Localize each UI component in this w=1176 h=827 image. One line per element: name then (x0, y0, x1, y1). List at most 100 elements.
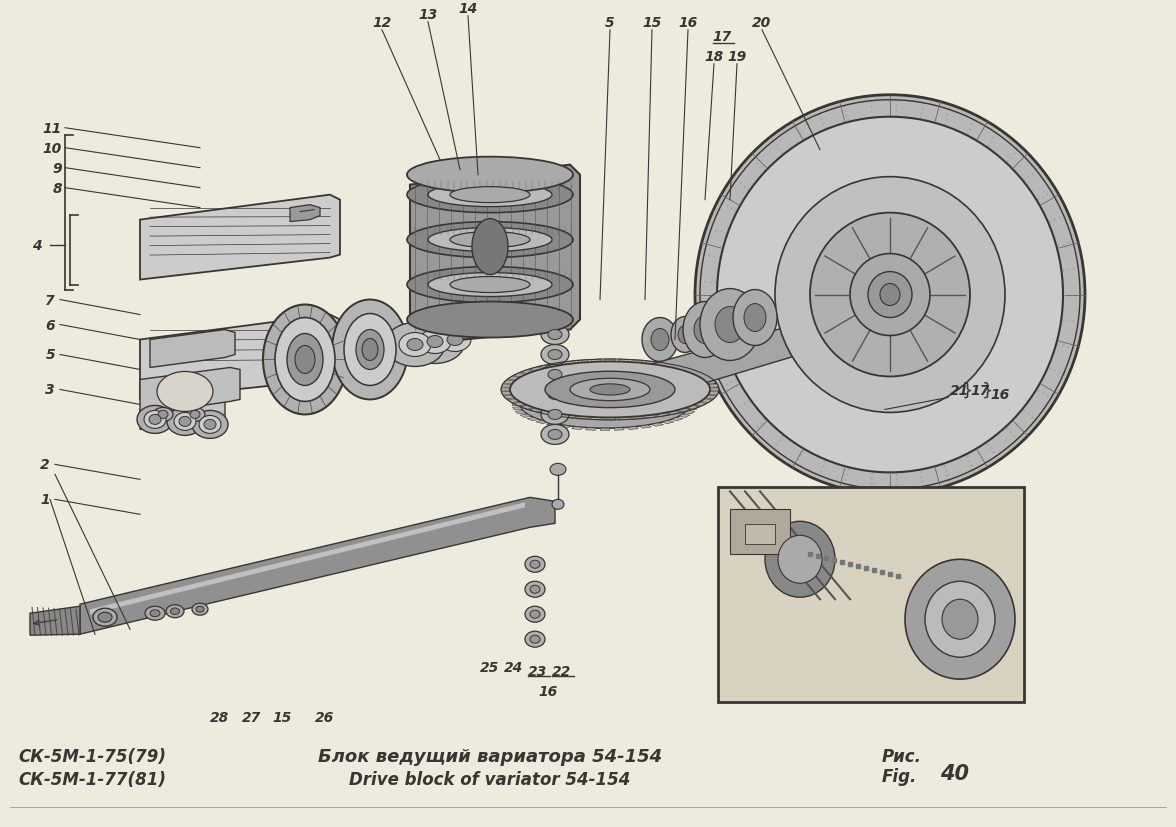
Text: 14: 14 (459, 2, 477, 16)
Polygon shape (513, 399, 522, 403)
Ellipse shape (191, 411, 200, 419)
Text: 20: 20 (753, 16, 771, 30)
Polygon shape (501, 389, 510, 391)
Ellipse shape (671, 317, 699, 353)
Ellipse shape (428, 273, 552, 297)
Text: Рис.: Рис. (882, 747, 922, 765)
Ellipse shape (700, 289, 760, 361)
Ellipse shape (548, 410, 562, 420)
Ellipse shape (524, 632, 544, 648)
Text: 15: 15 (273, 710, 292, 724)
Ellipse shape (544, 372, 675, 409)
Polygon shape (655, 363, 669, 366)
Ellipse shape (715, 307, 746, 343)
Polygon shape (627, 427, 639, 430)
Ellipse shape (868, 272, 913, 318)
Ellipse shape (158, 372, 213, 412)
Bar (746, 524, 775, 545)
Ellipse shape (98, 613, 112, 623)
Ellipse shape (652, 329, 669, 351)
Polygon shape (643, 361, 657, 365)
Polygon shape (501, 392, 512, 395)
Polygon shape (630, 417, 643, 420)
Text: 8: 8 (53, 181, 62, 195)
Polygon shape (708, 392, 719, 395)
Ellipse shape (524, 606, 544, 623)
Ellipse shape (472, 219, 508, 275)
Ellipse shape (385, 323, 445, 367)
Polygon shape (91, 503, 524, 614)
Ellipse shape (425, 318, 485, 362)
Ellipse shape (153, 408, 173, 422)
Polygon shape (140, 400, 225, 430)
Polygon shape (576, 417, 589, 420)
Ellipse shape (428, 184, 552, 208)
Ellipse shape (407, 267, 573, 304)
Ellipse shape (439, 328, 472, 352)
Ellipse shape (942, 600, 978, 639)
Bar (730, 509, 790, 555)
Ellipse shape (143, 411, 166, 429)
Polygon shape (600, 379, 610, 381)
Polygon shape (536, 421, 548, 424)
Polygon shape (684, 411, 695, 414)
Ellipse shape (93, 609, 116, 626)
Polygon shape (590, 418, 602, 420)
Ellipse shape (407, 157, 573, 194)
Polygon shape (667, 365, 681, 369)
Ellipse shape (345, 314, 396, 386)
Polygon shape (151, 330, 235, 368)
Text: 27: 27 (242, 710, 261, 724)
Polygon shape (617, 360, 630, 362)
Ellipse shape (203, 420, 216, 430)
Ellipse shape (541, 365, 569, 385)
Polygon shape (614, 428, 624, 431)
Ellipse shape (520, 381, 690, 428)
Polygon shape (586, 428, 596, 431)
Ellipse shape (694, 316, 716, 344)
Ellipse shape (524, 557, 544, 572)
Ellipse shape (548, 430, 562, 440)
Ellipse shape (295, 346, 315, 374)
Polygon shape (652, 383, 663, 386)
Text: 17: 17 (970, 384, 989, 398)
Ellipse shape (906, 560, 1015, 679)
Bar (719, 488, 1024, 702)
Polygon shape (550, 414, 564, 417)
Polygon shape (679, 392, 690, 395)
Ellipse shape (407, 302, 573, 338)
Polygon shape (410, 165, 580, 345)
Polygon shape (652, 423, 663, 427)
Ellipse shape (744, 304, 766, 332)
Ellipse shape (199, 416, 221, 434)
Polygon shape (527, 389, 539, 392)
Polygon shape (662, 421, 674, 424)
Ellipse shape (149, 415, 161, 425)
Text: 18: 18 (704, 50, 723, 64)
Text: 5: 5 (46, 348, 55, 362)
Polygon shape (512, 404, 520, 406)
Ellipse shape (552, 500, 564, 509)
Ellipse shape (332, 300, 408, 400)
Polygon shape (710, 389, 719, 391)
Polygon shape (690, 404, 697, 406)
Ellipse shape (530, 561, 540, 569)
Ellipse shape (192, 604, 208, 615)
Polygon shape (140, 368, 240, 415)
Ellipse shape (548, 350, 562, 360)
Polygon shape (694, 373, 707, 377)
Polygon shape (501, 385, 512, 388)
Polygon shape (662, 385, 674, 389)
Ellipse shape (530, 586, 540, 594)
Ellipse shape (733, 290, 777, 346)
Polygon shape (706, 380, 716, 385)
Polygon shape (513, 403, 526, 407)
Polygon shape (604, 360, 616, 362)
Text: 26: 26 (315, 710, 335, 724)
Ellipse shape (196, 606, 203, 613)
Polygon shape (627, 380, 639, 383)
Polygon shape (520, 392, 532, 395)
Ellipse shape (450, 188, 530, 203)
Text: 16: 16 (990, 388, 1009, 402)
Polygon shape (706, 396, 716, 399)
